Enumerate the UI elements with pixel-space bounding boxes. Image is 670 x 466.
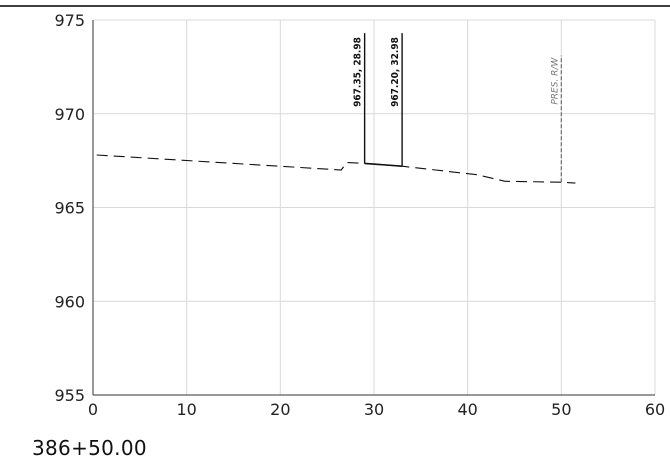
x-tick-label: 10 bbox=[176, 400, 196, 419]
y-tick-label: 965 bbox=[54, 199, 85, 218]
existing-ground-line bbox=[97, 155, 576, 183]
y-tick-labels: 955 960 965 970 975 bbox=[54, 11, 85, 405]
gridlines bbox=[93, 20, 655, 395]
y-tick-label: 960 bbox=[54, 292, 85, 311]
series-group bbox=[97, 155, 576, 183]
x-tick-label: 20 bbox=[270, 400, 290, 419]
x-tick-label: 40 bbox=[457, 400, 477, 419]
x-tick-label: 50 bbox=[551, 400, 571, 419]
offset-marker-label: 967.20, 32.98 bbox=[390, 37, 401, 107]
x-tick-label: 30 bbox=[364, 400, 384, 419]
x-tick-label: 0 bbox=[88, 400, 98, 419]
proposed-grade-line bbox=[365, 163, 403, 166]
right-of-way-label: PRES. R/W bbox=[550, 57, 560, 105]
y-tick-label: 970 bbox=[54, 105, 85, 124]
station-label: 386+50.00 bbox=[32, 436, 147, 460]
y-tick-label: 955 bbox=[54, 386, 85, 405]
x-tick-labels: 0 10 20 30 40 50 60 bbox=[88, 400, 665, 419]
vertical-markers: 967.35, 28.98 967.20, 32.98 PRES. R/W bbox=[353, 33, 562, 182]
y-tick-label: 975 bbox=[54, 11, 85, 30]
x-tick-label: 60 bbox=[645, 400, 665, 419]
offset-marker-label: 967.35, 28.98 bbox=[353, 37, 364, 107]
